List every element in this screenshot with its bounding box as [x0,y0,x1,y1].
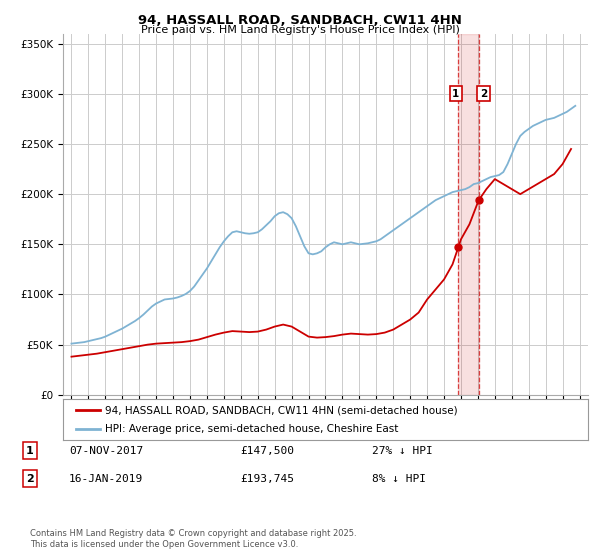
Text: Contains HM Land Registry data © Crown copyright and database right 2025.
This d: Contains HM Land Registry data © Crown c… [30,529,356,549]
Text: 2: 2 [480,89,487,99]
Text: 2: 2 [26,474,34,484]
Bar [458,34,479,395]
Text: £147,500: £147,500 [240,446,294,456]
Text: 16-JAN-2019: 16-JAN-2019 [69,474,143,484]
Text: Price paid vs. HM Land Registry's House Price Index (HPI): Price paid vs. HM Land Registry's House … [140,25,460,35]
Text: £193,745: £193,745 [240,474,294,484]
Text: HPI: Average price, semi-detached house, Cheshire East: HPI: Average price, semi-detached house,… [105,424,398,433]
Text: 07-NOV-2017: 07-NOV-2017 [69,446,143,456]
Text: 94, HASSALL ROAD, SANDBACH, CW11 4HN: 94, HASSALL ROAD, SANDBACH, CW11 4HN [138,14,462,27]
Text: 1: 1 [26,446,34,456]
Text: 94, HASSALL ROAD, SANDBACH, CW11 4HN (semi-detached house): 94, HASSALL ROAD, SANDBACH, CW11 4HN (se… [105,405,458,415]
Text: 1: 1 [452,89,460,99]
Text: 8% ↓ HPI: 8% ↓ HPI [372,474,426,484]
Text: 27% ↓ HPI: 27% ↓ HPI [372,446,433,456]
